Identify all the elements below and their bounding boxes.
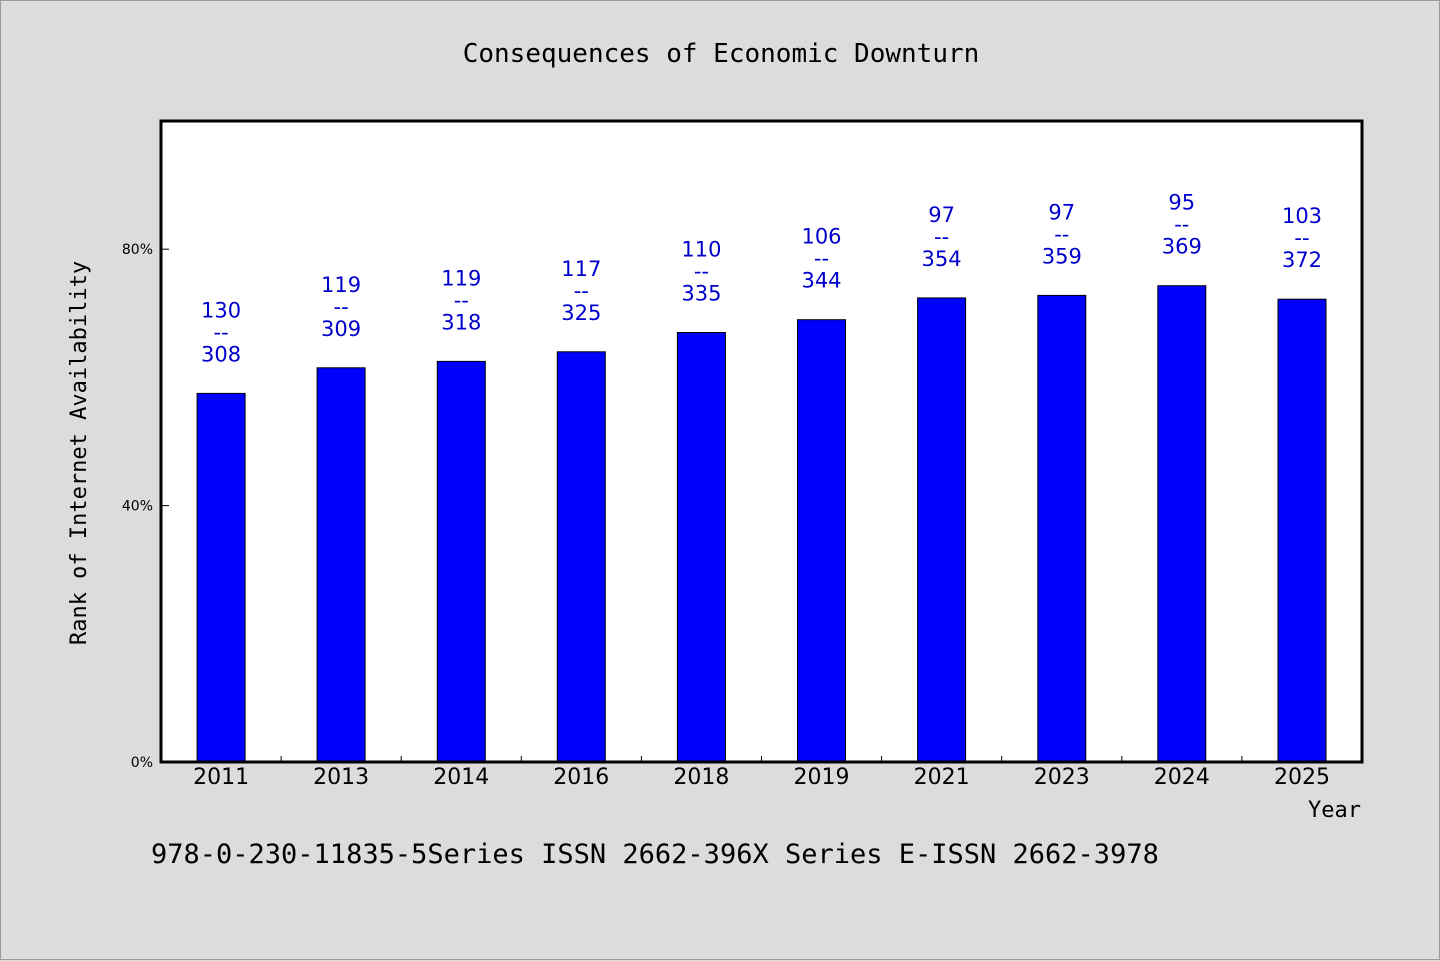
bar-2019: [797, 319, 846, 763]
y-axis-title: Rank of Internet Availability: [67, 261, 92, 645]
x-tick-label: 2025: [1274, 765, 1330, 790]
data-label-top: 106: [801, 225, 841, 249]
data-label-bottom: 309: [321, 317, 361, 341]
plot-frame: [159, 119, 1364, 764]
data-label-bottom: 308: [201, 342, 241, 366]
x-tick-label: 2016: [553, 765, 609, 790]
data-label-top: 117: [561, 257, 601, 281]
data-label-bottom: 359: [1042, 244, 1082, 268]
footer-isbn-text: 978-0-230-11835-5Series ISSN 2662-396X S…: [151, 839, 1159, 870]
data-label-bottom: 344: [801, 269, 841, 293]
data-label-separator: --: [694, 260, 709, 284]
data-label-bottom: 335: [681, 282, 721, 306]
x-axis-title: Year: [1308, 798, 1361, 823]
data-label-top: 103: [1282, 204, 1322, 228]
data-label-top: 119: [441, 266, 481, 290]
data-label-bottom: 318: [441, 310, 481, 334]
data-label-bottom: 372: [1282, 248, 1322, 272]
data-label-separator: --: [1294, 226, 1309, 250]
x-tick-label: 2019: [794, 765, 850, 790]
bar-2011: [196, 392, 246, 763]
bar-2023: [1037, 294, 1087, 763]
x-tick-label: 2013: [313, 765, 369, 790]
x-tick-label: 2023: [1034, 765, 1090, 790]
data-label-separator: --: [574, 279, 589, 303]
data-label-top: 97: [928, 203, 955, 227]
data-label-top: 110: [681, 238, 721, 262]
bar-2014: [436, 360, 486, 763]
data-label-bottom: 325: [561, 301, 601, 325]
x-tick-label: 2011: [193, 765, 249, 790]
bar-2021: [917, 297, 967, 763]
bar-2016: [556, 351, 606, 763]
bar-2025: [1277, 298, 1327, 763]
y-tick-label: 80%: [122, 242, 153, 258]
data-label-separator: --: [334, 295, 349, 319]
data-label-top: 119: [321, 273, 361, 297]
y-tick-label: 0%: [131, 755, 153, 771]
bar-2024: [1157, 285, 1207, 763]
y-tick-label: 40%: [122, 499, 153, 515]
bar-2013: [316, 367, 366, 763]
x-tick-label: 2018: [673, 765, 729, 790]
x-tick-label: 2014: [433, 765, 489, 790]
bars-layer: [196, 285, 1327, 763]
data-label-top: 130: [201, 298, 241, 322]
data-label-separator: --: [454, 288, 469, 312]
data-label-separator: --: [214, 320, 229, 344]
data-label-separator: --: [814, 247, 829, 271]
data-label-bottom: 354: [922, 247, 962, 271]
y-axis-ticks: 0% 40% 80%: [122, 242, 169, 771]
data-label-top: 97: [1048, 200, 1075, 224]
data-label-separator: --: [1174, 213, 1189, 237]
data-label-bottom: 369: [1162, 235, 1202, 259]
x-axis-ticks: 2011 2013 2014 2016 2018 2019 2021 2023 2024 2025: [193, 756, 1330, 790]
data-label-top: 95: [1168, 191, 1195, 215]
data-label-separator: --: [1054, 222, 1069, 246]
x-tick-label: 2024: [1154, 765, 1210, 790]
bar-2018: [676, 332, 726, 763]
x-tick-label: 2021: [914, 765, 970, 790]
data-label-separator: --: [934, 225, 949, 249]
data-labels-layer: 130--308119--309119--318117--325110--335…: [201, 191, 1322, 367]
chart-title: Consequences of Economic Downturn: [463, 39, 980, 69]
